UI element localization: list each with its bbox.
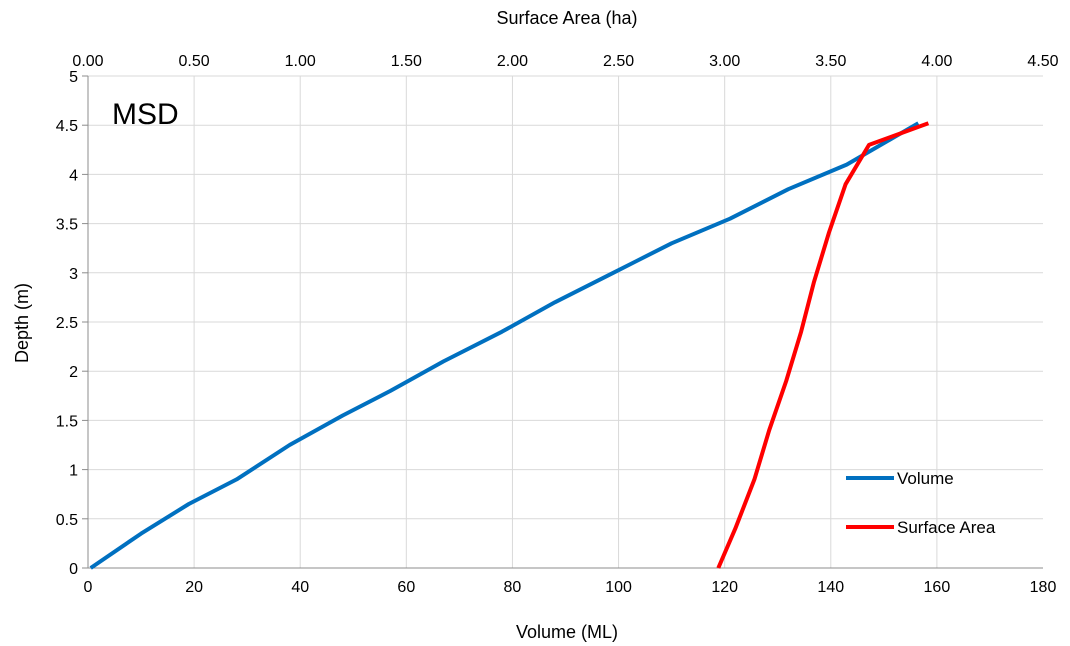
- top-x-tick-label: 4.50: [1027, 53, 1058, 70]
- series-lines: [89, 121, 930, 570]
- x-tick-label: 100: [605, 579, 632, 596]
- y-tick-label: 2: [69, 364, 78, 381]
- top-x-tick-label: 0.00: [72, 53, 103, 70]
- top-x-tick-label: 2.00: [497, 53, 528, 70]
- y-tick-label: 1: [69, 463, 78, 480]
- x-tick-label: 120: [711, 579, 738, 596]
- gridlines: [88, 75, 1043, 568]
- y-tick-label: 0: [69, 561, 78, 578]
- x-tick-label: 60: [397, 579, 415, 596]
- bottom-x-axis-title: Volume (ML): [516, 622, 618, 642]
- x-tick-label: 180: [1030, 579, 1057, 596]
- x-tick-label: 80: [504, 579, 522, 596]
- y-tick-label: 2.5: [56, 315, 78, 332]
- top-x-tick-label: 2.50: [603, 53, 634, 70]
- y-tick-label: 0.5: [56, 512, 78, 529]
- volume-series-line: [89, 121, 920, 570]
- legend: Volume Surface Area: [846, 469, 996, 537]
- y-tick-label: 4.5: [56, 118, 78, 135]
- y-tick-label: 3: [69, 266, 78, 283]
- top-x-tick-label: 3.00: [709, 53, 740, 70]
- top-x-tick-label: 0.50: [179, 53, 210, 70]
- x-tick-label: 160: [924, 579, 951, 596]
- y-tick-label: 4: [69, 167, 78, 184]
- top-x-tick-label: 3.50: [815, 53, 846, 70]
- panel-annotation: MSD: [112, 98, 179, 131]
- y-tick-label: 3.5: [56, 217, 78, 234]
- legend-volume-label: Volume: [897, 469, 954, 488]
- top-x-tick-label: 1.00: [285, 53, 316, 70]
- x-tick-label: 140: [817, 579, 844, 596]
- x-tick-label: 0: [84, 579, 93, 596]
- top-x-tick-label: 1.50: [391, 53, 422, 70]
- x-tick-label: 40: [291, 579, 309, 596]
- surface-area-series-line: [716, 121, 930, 569]
- top-x-axis-title: Surface Area (ha): [496, 8, 637, 28]
- x-tick-label: 20: [185, 579, 203, 596]
- top-x-tick-label: 4.00: [921, 53, 952, 70]
- legend-surface-area-label: Surface Area: [897, 518, 996, 537]
- y-axis-title: Depth (m): [12, 283, 32, 363]
- y-tick-label: 1.5: [56, 413, 78, 430]
- y-tick-label: 5: [69, 69, 78, 86]
